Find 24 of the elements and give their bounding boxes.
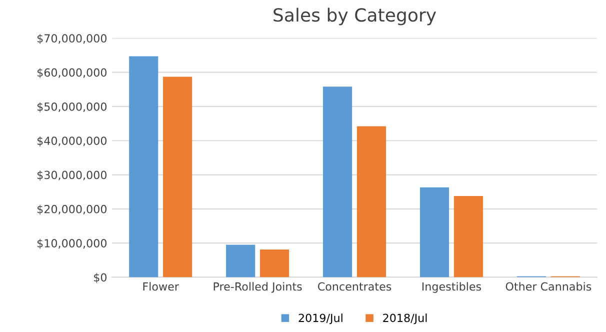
- x-tick-label: Pre-Rolled Joints: [214, 282, 302, 293]
- y-tick-label: $50,000,000: [37, 102, 107, 112]
- y-tick-label: $40,000,000: [37, 136, 107, 146]
- bar: [356, 126, 386, 278]
- x-tick-label: Concentrates: [318, 282, 392, 291]
- chart-title: Sales by Category: [274, 8, 436, 26]
- bar: [226, 244, 256, 278]
- bar: [163, 76, 192, 278]
- bar: [454, 196, 483, 278]
- y-tick-label: $0: [94, 273, 107, 284]
- x-tick-label: Other Cannabis: [506, 282, 592, 291]
- y-tick-label: $20,000,000: [37, 204, 107, 215]
- x-tick-label: Flower: [143, 282, 179, 291]
- bar: [129, 56, 158, 278]
- legend-label: 2019/Jul: [298, 314, 342, 324]
- y-tick-label: $10,000,000: [37, 238, 107, 249]
- bar: [323, 86, 352, 278]
- bar: [260, 250, 290, 278]
- bar: [420, 187, 450, 278]
- y-tick-label: $60,000,000: [37, 68, 107, 78]
- x-tick-label: Ingestibles: [422, 282, 482, 293]
- legend-label: 2018/Jul: [383, 314, 427, 324]
- y-tick-label: $70,000,000: [37, 34, 107, 44]
- y-tick-label: $30,000,000: [37, 170, 107, 181]
